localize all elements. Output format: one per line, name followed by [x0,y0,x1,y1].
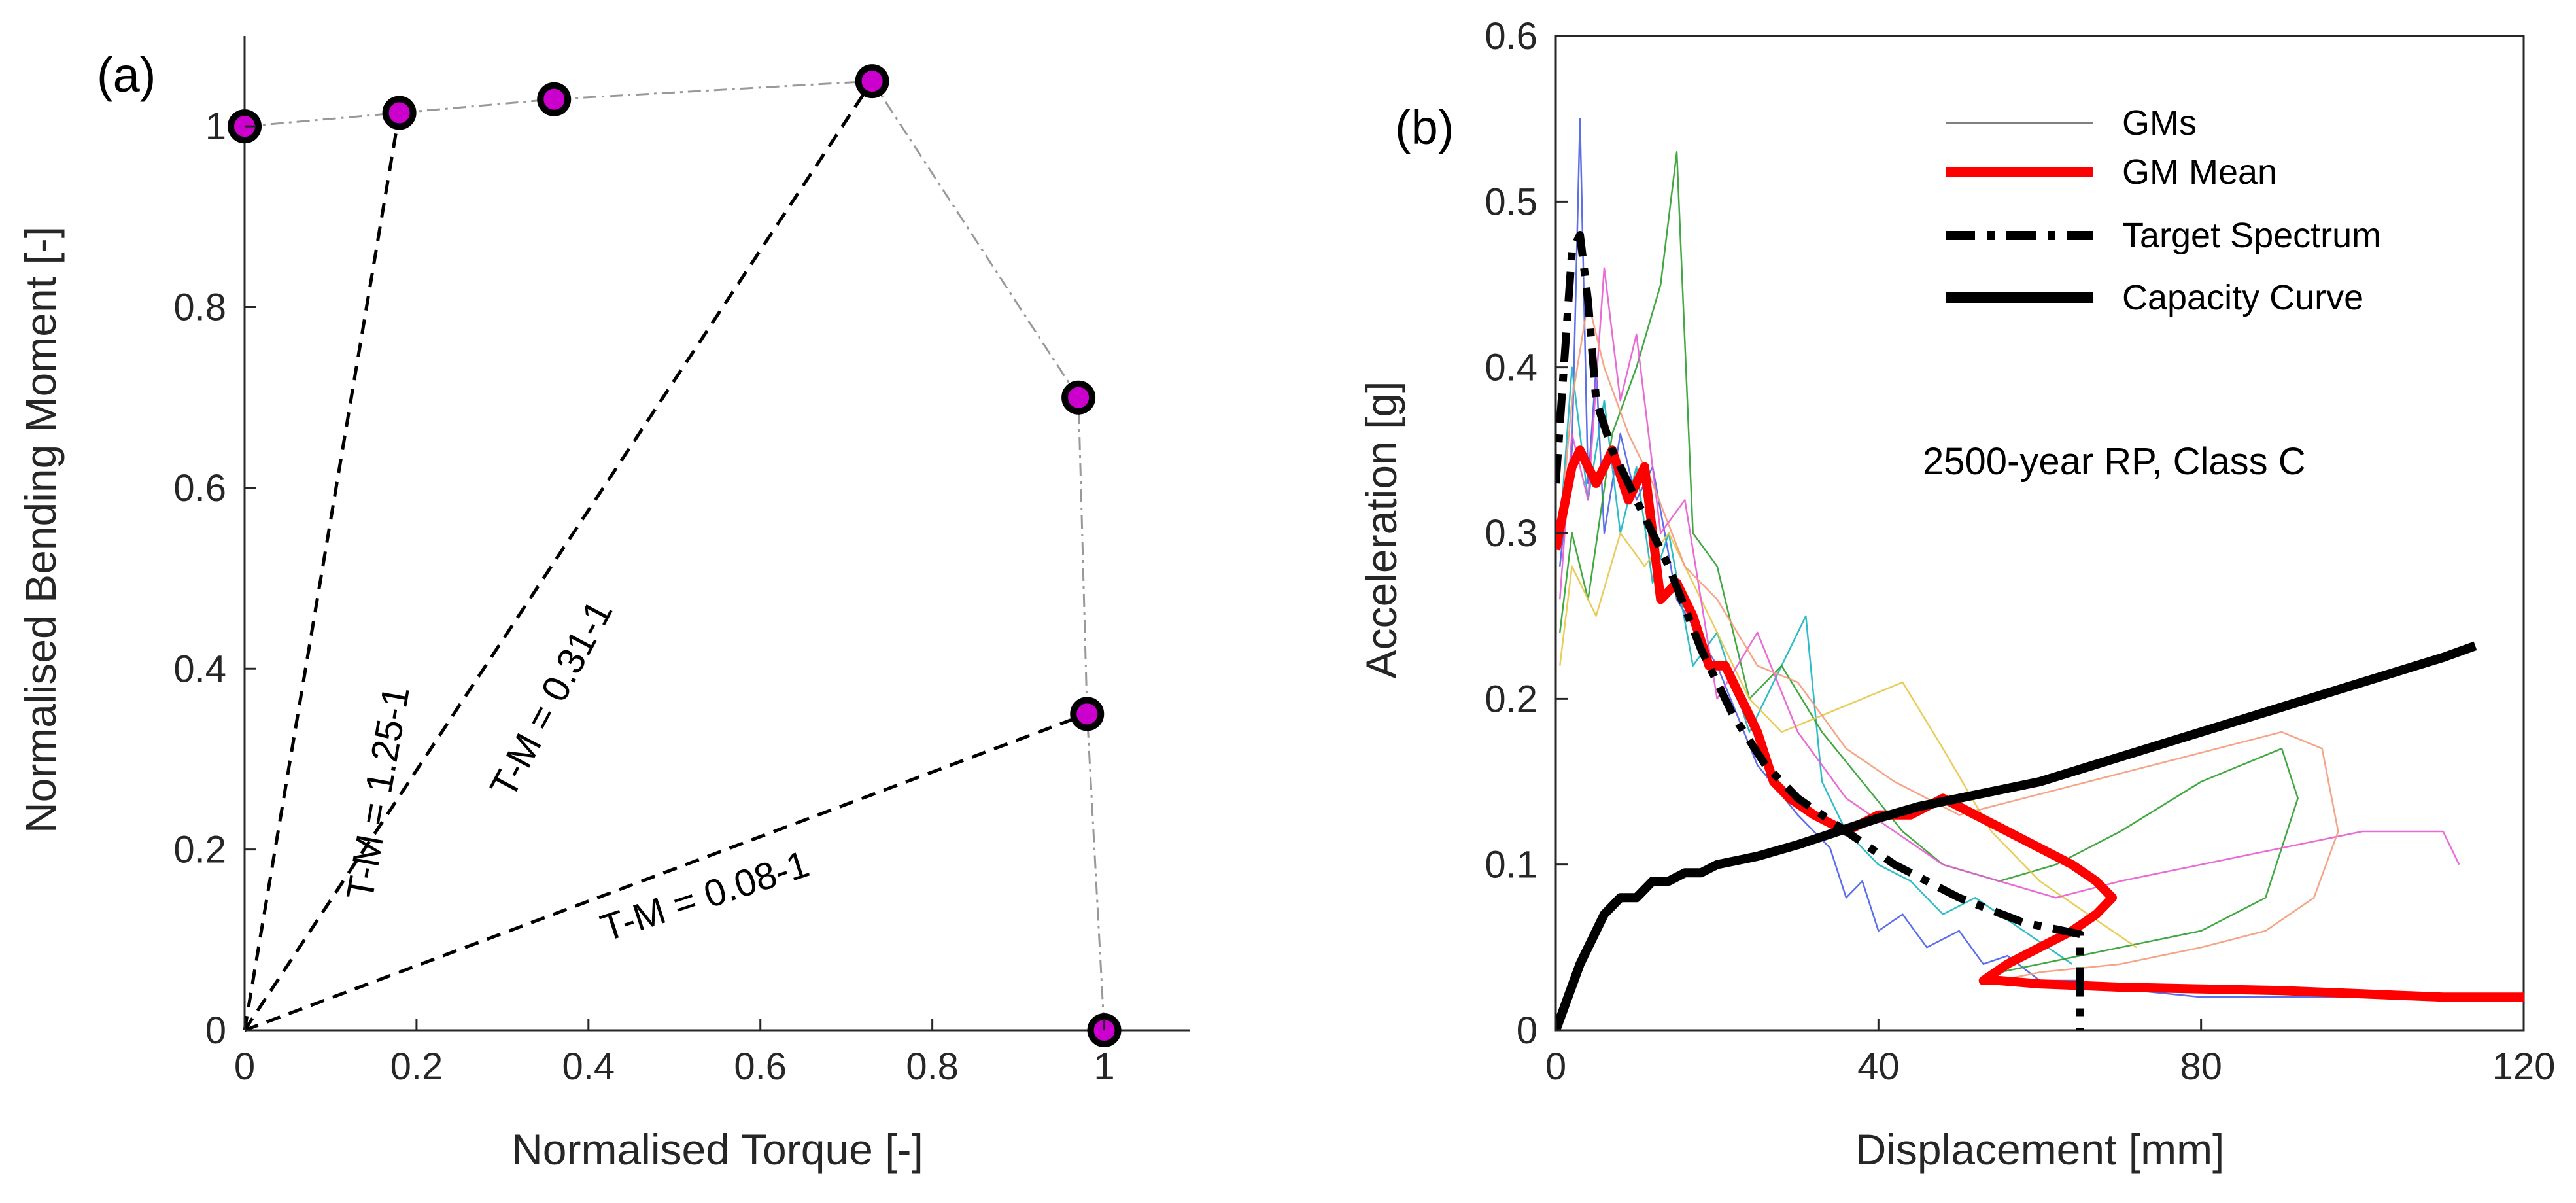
envelope-point [1070,697,1105,731]
panel-b-chart: (b) 0 40 80 120 0 0.1 0.2 0.3 0.4 0.5 0.6 Displac… [1357,15,2555,1174]
y-tick-label: 0.3 [1485,512,1537,555]
ray-line [243,80,874,1032]
panel-b-ylabel: Acceleration [g] [1357,381,1405,679]
envelope-point [1061,380,1096,415]
panel-b-plot-area [1556,118,2524,1030]
x-tick-label: 0 [234,1045,255,1088]
x-tick-label: 0.4 [562,1045,615,1088]
panel-a-xticks: 0 0.2 0.4 0.6 0.8 1 [234,1019,1115,1088]
y-tick-label: 0.2 [1485,678,1537,720]
legend-label-gms: GMs [2122,103,2197,143]
panel-b-annotation: 2500-year RP, Class C [1923,440,2306,483]
x-tick-label: 40 [1857,1045,1900,1088]
y-tick-label: 0.4 [173,648,226,690]
y-tick-label: 0.6 [1485,15,1537,58]
x-tick-label: 120 [2492,1045,2556,1088]
y-tick-label: 0.6 [173,467,226,510]
ray-line [243,113,402,1031]
series-line-target-spectrum [1556,231,2084,1030]
envelope-point [855,64,889,99]
envelope-point [537,82,572,116]
envelope-point [382,96,417,130]
y-tick-label: 0.1 [1485,844,1537,886]
panel-b-label: (b) [1395,100,1454,154]
x-tick-label: 0.6 [734,1045,787,1088]
x-tick-label: 0.2 [390,1045,443,1088]
series-line-gm-4 [1558,532,2137,949]
x-tick-label: 1 [1093,1045,1114,1088]
y-tick-label: 0.8 [173,287,226,329]
legend-label-gm-mean: GM Mean [2122,152,2277,192]
series-line-gm-5 [1558,267,2460,899]
series-line-gm-mean [1556,445,2524,1002]
y-tick-label: 0.4 [1485,347,1537,389]
panel-b-yticks: 0 0.1 0.2 0.3 0.4 0.5 0.6 [1485,15,1568,1052]
series-line-gm-2 [1558,366,2073,965]
panel-a-ylabel: Normalised Bending Moment [-] [16,226,65,833]
x-tick-label: 0 [1545,1045,1566,1088]
y-tick-label: 0 [1517,1009,1537,1052]
y-tick-label: 1 [205,105,226,148]
legend-label-capacity-curve: Capacity Curve [2122,278,2363,317]
series-line-gm-6 [1558,300,2339,982]
panel-b-legend: GMs GM Mean Target Spectrum Capacity Cur… [1946,103,2381,317]
panel-a-yticks: 0 0.2 0.4 0.6 0.8 1 [173,105,256,1052]
panel-b-marks [1556,118,2524,1030]
y-tick-label: 0.5 [1485,181,1537,223]
x-tick-label: 0.8 [906,1045,959,1088]
series-line-gm-3 [1558,151,2299,973]
legend-label-target-spectrum: Target Spectrum [2122,216,2381,255]
panel-b-xticks: 0 40 80 120 [1545,1019,2556,1088]
y-tick-label: 0.2 [173,829,226,871]
panel-b-xlabel: Displacement [mm] [1855,1125,2225,1174]
panel-a-xlabel: Normalised Torque [-] [511,1125,923,1174]
x-tick-label: 80 [2180,1045,2222,1088]
series-line-capacity-curve [1556,641,2477,1030]
panel-a-label: (a) [97,48,156,102]
y-tick-label: 0 [205,1009,226,1052]
ray-line [244,712,1088,1032]
